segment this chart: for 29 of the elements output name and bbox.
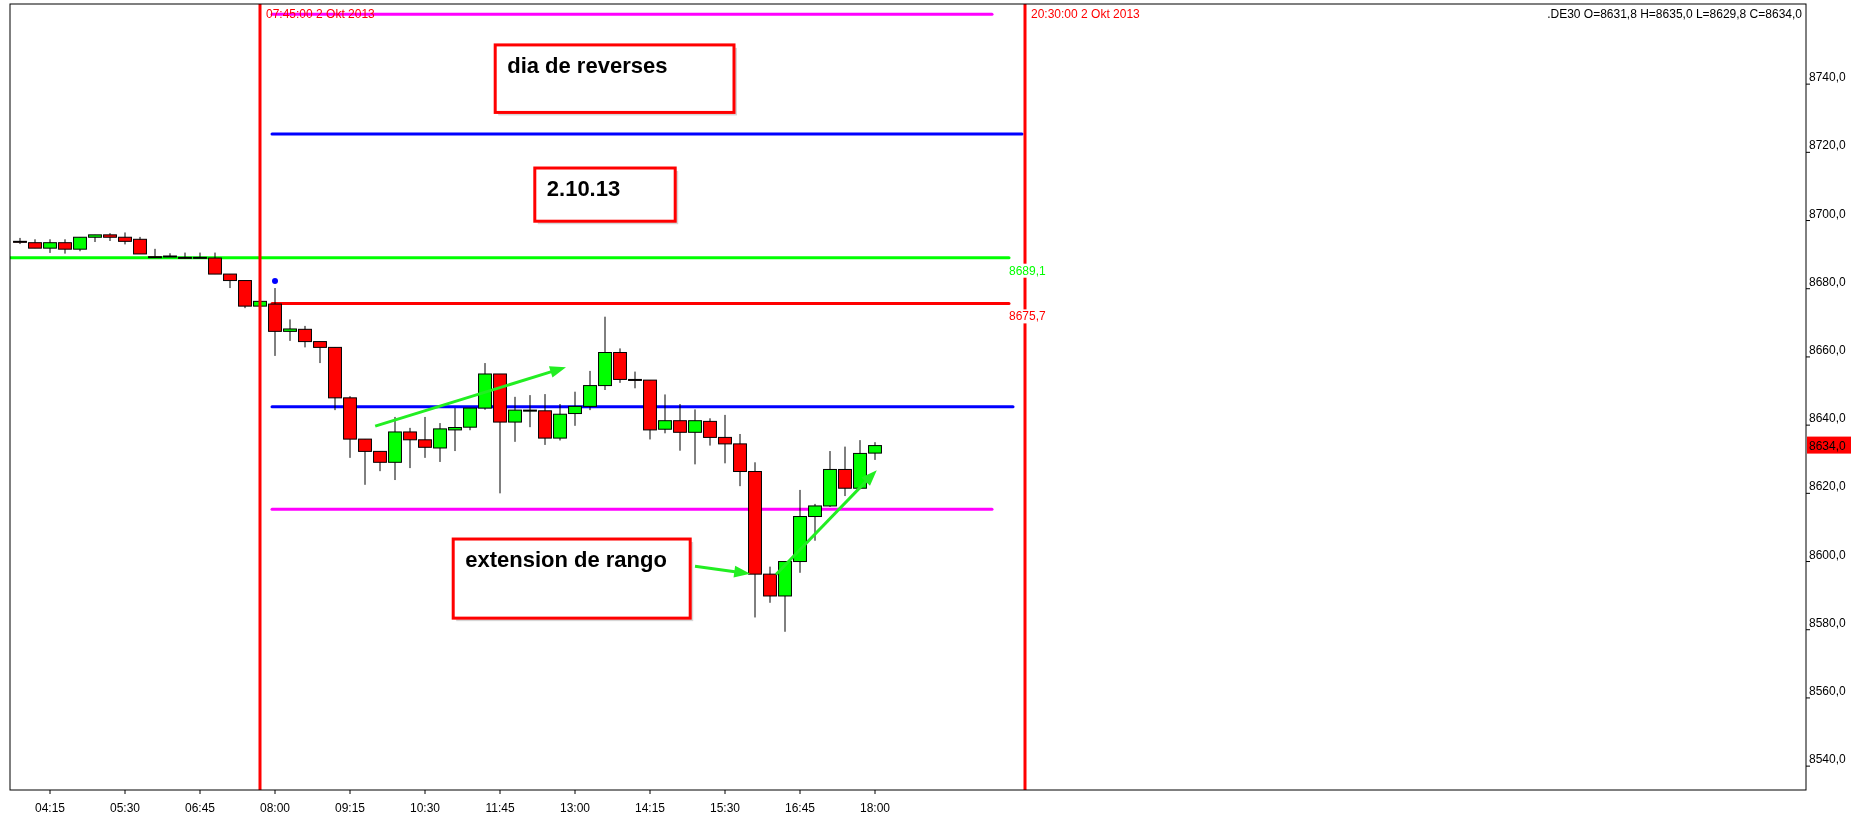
x-tick-label: 05:30: [109, 801, 141, 815]
y-tick-label: 8580,0: [1809, 615, 1847, 630]
x-tick-label: 13:00: [559, 801, 591, 815]
y-tick-label: 8620,0: [1809, 479, 1847, 494]
y-tick-label: 8700,0: [1809, 206, 1847, 221]
x-tick-label: 11:45: [485, 801, 515, 815]
y-tick-label: 8640,0: [1809, 411, 1847, 426]
chart-title: .DE30 O=8631,8 H=8635,0 L=8629,8 C=8634,0: [1547, 7, 1803, 21]
y-tick-label: 8720,0: [1809, 138, 1847, 153]
x-tick-label: 08:00: [259, 801, 291, 815]
y-tick-label: 8600,0: [1809, 547, 1847, 562]
x-tick-label: 10:30: [409, 801, 441, 815]
x-tick-label: 04:15: [34, 801, 66, 815]
y-tick-label: 8660,0: [1809, 342, 1847, 357]
annotation: 2.10.13: [546, 176, 621, 202]
x-tick-label: 14:15: [634, 801, 666, 815]
x-tick-label: 18:00: [859, 801, 891, 815]
annotation: dia de reverses: [507, 52, 668, 78]
y-tick-label: 8540,0: [1809, 752, 1847, 767]
x-tick-label: 16:45: [784, 801, 816, 815]
x-tick-label: 15:30: [709, 801, 741, 815]
annotation: extension de rango: [465, 547, 667, 573]
y-tick-label: 8740,0: [1809, 70, 1847, 85]
x-tick-label: 09:15: [334, 801, 366, 815]
ref-line-label: 20:30:00 2 Okt 2013: [1031, 7, 1141, 21]
y-tick-label: 8560,0: [1809, 683, 1847, 698]
annotation: 8634,0: [1809, 438, 1847, 453]
x-tick-label: 06:45: [184, 801, 216, 815]
y-tick-label: 8680,0: [1809, 274, 1847, 289]
